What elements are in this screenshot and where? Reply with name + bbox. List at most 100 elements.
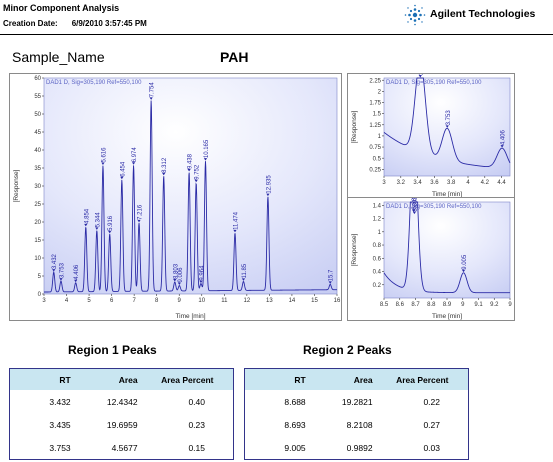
y-tick-label: 1: [378, 230, 382, 236]
main-chromatogram-panel: DAD1 D, Sig=305,190 Ref=550,100 0 5 10 15 20 2…: [9, 73, 342, 321]
peak-marker: [500, 145, 504, 148]
chart-title: DAD1 D, Sig=305,190 Ref=550,100: [386, 204, 482, 210]
creation-date-value: 6/9/2010 3:57:45 PM: [71, 19, 147, 28]
region1-peaks-table: RT Area Area Percent 3.432 12.4342 0.40 …: [9, 368, 234, 460]
y-tick-label: 15: [34, 238, 41, 244]
peak-label: 6.974: [132, 147, 138, 163]
region1-chromatogram: DAD1 D, Sig=305,190 Ref=550,100 0.25 0.5 0.…: [351, 59, 511, 198]
y-tick-label: 50: [34, 112, 41, 118]
peak-label: 8.688: [412, 198, 418, 209]
plot-area: [383, 201, 511, 299]
cell-rt: 9.005: [284, 442, 306, 453]
peak-label: 9.438: [188, 153, 194, 169]
cell-area-percent: 0.40: [188, 396, 205, 407]
peak-label: 3.432: [52, 253, 58, 269]
x-tick-label: 9: [178, 298, 182, 304]
peak-label: 8.693: [413, 198, 419, 212]
peak-marker: [194, 179, 198, 183]
cell-area-percent: 0.22: [423, 396, 440, 407]
peak-marker: [233, 229, 237, 233]
y-tick-label: 55: [34, 94, 41, 100]
cell-area-percent: 0.27: [423, 419, 440, 430]
creation-date: Creation Date: 6/9/2010 3:57:45 PM: [3, 19, 147, 28]
peak-label: 9.752: [195, 164, 201, 180]
peak-marker: [74, 279, 78, 283]
peak-label: 6.454: [120, 161, 126, 177]
peak-marker: [187, 169, 191, 172]
chart-title: DAD1 D, Sig=305,190 Ref=550,100: [386, 80, 482, 86]
peak-marker: [149, 97, 153, 100]
x-tick-label: 4: [65, 298, 69, 304]
y-tick-label: 1: [378, 134, 382, 140]
x-tick-label: 8.7: [411, 302, 420, 308]
cell-rt: 3.432: [49, 396, 71, 407]
y-axis-label: [Response]: [13, 169, 20, 202]
x-tick-label: 4.4: [497, 180, 506, 186]
x-tick-label: 4: [466, 180, 470, 186]
cell-area-percent: 0.23: [188, 419, 205, 430]
peak-marker: [418, 75, 422, 78]
peak-label: 9.964: [199, 265, 205, 281]
region2-title: Region 2 Peaks: [303, 343, 392, 357]
x-tick-label: 6: [110, 298, 114, 304]
y-tick-label: 0.8: [373, 243, 382, 249]
y-tick-label: 1.4: [373, 203, 382, 209]
creation-date-label: Creation Date:: [3, 19, 58, 28]
y-tick-label: 10: [34, 256, 41, 262]
x-axis-label: Time [min]: [432, 191, 462, 198]
header-divider: [0, 34, 553, 35]
y-tick-label: 0: [38, 292, 42, 298]
x-tick-label: 12: [244, 298, 251, 304]
peak-label: 5.344: [95, 212, 101, 228]
column-header-area-percent: Area Percent: [376, 368, 469, 390]
peak-marker: [173, 278, 177, 282]
x-tick-label: 13: [266, 298, 273, 304]
peak-marker: [203, 158, 208, 161]
x-tick-label: 7: [132, 298, 136, 304]
column-header-area-percent: Area Percent: [141, 368, 234, 390]
region2-chromatogram-panel: DAD1 D, Sig=305,190 Ref=550,100 0.2 0.4 0.6…: [347, 194, 515, 321]
peak-label: 9.005: [462, 254, 468, 270]
x-tick-label: 9: [508, 302, 512, 308]
x-tick-label: 8.6: [396, 302, 405, 308]
peak-label: 4.406: [501, 129, 507, 145]
peak-marker: [412, 211, 416, 215]
peak-marker: [328, 281, 332, 284]
peak-marker: [412, 209, 416, 212]
region2-peaks-table: RT Area Area Percent 8.688 19.2821 0.22 …: [244, 368, 469, 460]
x-tick-label: 4.2: [481, 180, 490, 186]
chromatogram-trace: [383, 77, 511, 168]
x-tick-label: 3.8: [447, 180, 456, 186]
peak-marker: [52, 269, 56, 272]
peak-label: 5.616: [101, 147, 107, 163]
peak-marker: [241, 278, 246, 281]
x-tick-label: 3: [42, 298, 46, 304]
peak-marker: [108, 230, 112, 234]
region1-title: Region 1 Peaks: [68, 343, 157, 357]
peak-label: 11.474: [233, 211, 239, 230]
y-tick-label: 0.75: [369, 145, 381, 151]
cell-area-percent: 0.03: [423, 442, 440, 453]
x-axis-label: Time [min]: [175, 313, 205, 320]
x-tick-label: 16: [334, 298, 341, 304]
agilent-logo: Agilent Technologies: [402, 3, 552, 27]
y-tick-label: 0.5: [373, 156, 382, 162]
peak-label: 15.7: [329, 269, 335, 281]
table-row: 8.693 8.2108 0.27: [245, 413, 469, 436]
cell-area: 19.6959: [106, 419, 138, 430]
column-header-rt: RT: [9, 368, 75, 390]
cell-area: 4.5677: [111, 442, 138, 453]
y-axis-label: [Response]: [351, 233, 358, 266]
y-tick-label: 25: [34, 202, 41, 208]
y-tick-label: 0.6: [373, 256, 382, 262]
x-tick-label: 14: [289, 298, 296, 304]
x-tick-label: 8: [155, 298, 159, 304]
x-tick-label: 10: [198, 298, 205, 304]
peak-label: 3.432: [419, 74, 425, 75]
peak-label: 5.916: [108, 215, 114, 231]
y-tick-label: 60: [34, 76, 41, 82]
y-tick-label: 1.25: [369, 123, 381, 129]
x-tick-label: 8.5: [380, 302, 389, 308]
peak-label: 8.803: [173, 263, 179, 279]
table-header-row: RT Area Area Percent: [9, 368, 234, 390]
